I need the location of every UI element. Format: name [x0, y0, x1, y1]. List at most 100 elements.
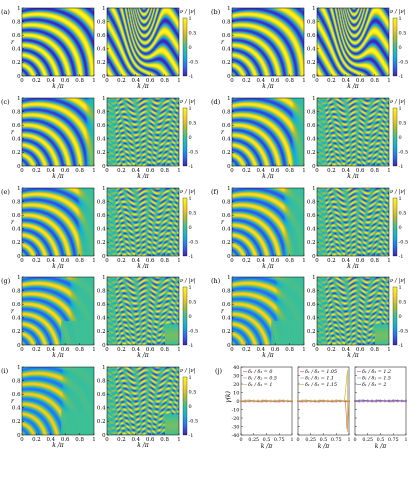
- panel-e-colorbar-tick: -1: [189, 254, 194, 260]
- panel-j-sub1-xlabel: k /π: [318, 443, 331, 450]
- panel-j-sub0-marker: [278, 399, 281, 402]
- panel-d-left-ytick-label: 0.8: [222, 109, 231, 115]
- panel-d-colorbar-tick: 0: [399, 135, 402, 141]
- panel-a-right-xtick-label: 0.8: [160, 78, 169, 84]
- panel-d-right-xtick-label: 0.6: [356, 168, 365, 174]
- panel-h-colorbar-tick: -0.5: [399, 328, 409, 334]
- panel-j-sub1-xtick-label: 0.75: [331, 437, 342, 443]
- panel-i-colorbar-tick: -1: [189, 433, 194, 439]
- panel-b-left-ytick-label: 0.4: [222, 47, 231, 53]
- panel-i-right-ytick-label: 1: [102, 365, 105, 371]
- panel-g-right-xtick-label: 0.6: [146, 347, 155, 353]
- panel-h-label: (h): [211, 277, 221, 285]
- panel-j-sub0-ytick-label: 20: [233, 382, 239, 388]
- panel-i-left-ylabel: r: [11, 398, 15, 405]
- panel-b-right-xtick-label: 0.4: [342, 78, 351, 84]
- panel-c-right-ytick-label: 1: [102, 96, 105, 102]
- panel-b-left-xtick-label: 0.2: [242, 78, 251, 84]
- panel-c-right-ytick-label: 0.8: [97, 109, 106, 115]
- panel-j-sub2-series-2: [354, 399, 407, 402]
- panel-j-sub2-marker: [400, 400, 403, 402]
- panel-g-right-ytick-label: 0.6: [97, 302, 106, 308]
- panel-c-left-xtick-label: 0: [20, 168, 24, 174]
- panel-b-right-xtick-label: 0: [315, 78, 319, 84]
- panel-g-left-heatmap: [22, 277, 94, 345]
- panel-d-left-xtick-label: 1: [302, 168, 305, 174]
- panel-b-right-ytick-label: 0: [312, 74, 316, 80]
- panel-a-left-ytick-label: 0.8: [12, 19, 21, 25]
- panel-d-right-ytick-label: 0: [312, 164, 316, 170]
- panel-g-left-xtick-label: 0.8: [75, 347, 84, 353]
- panel-g-right-xtick-label: 1: [177, 347, 180, 353]
- panel-h-left-ytick-label: 0.4: [222, 316, 231, 322]
- panel-a-right-xtick-label: 0.6: [146, 78, 155, 84]
- panel-j-sub0-marker: [261, 399, 264, 402]
- panel-f-right-xlabel: k /π: [347, 263, 360, 270]
- panel-f-left-xtick-label: 0.2: [242, 258, 251, 264]
- panel-f-right-ytick-label: 0.2: [307, 240, 316, 246]
- panel-b-left-ytick-label: 1: [227, 6, 230, 12]
- panel-a-left-ytick-label: 0.6: [12, 33, 21, 39]
- panel-b-left-frame: [231, 7, 305, 77]
- panel-h-right-heatmap: [317, 277, 389, 345]
- panel-j-sub0-ytick-label: -40: [231, 433, 239, 439]
- panel-j-sub0-xtick-label: 1: [290, 437, 293, 443]
- panel-d-left-ytick-label: 0: [227, 164, 231, 170]
- panel-b-right-xtick-label: 0.2: [327, 78, 336, 84]
- panel-a-colorbar-tick: 0: [189, 45, 192, 51]
- panel-c-colorbar-title: ν / |ν|: [180, 99, 196, 105]
- panel-j-sub1-series-1: [297, 400, 350, 402]
- panel-h-colorbar-title: ν / |ν|: [390, 278, 406, 284]
- panel-f-left-frame: [231, 187, 305, 257]
- panel-f-right-xtick-label: 0.2: [327, 258, 336, 264]
- panel-j-sub1-xtick-label: 1: [347, 437, 350, 443]
- panel-h-left-xtick-label: 0.4: [257, 347, 266, 353]
- panel-e-left-xtick-label: 0.2: [32, 258, 41, 264]
- panel-h-right-xtick-label: 0.2: [327, 347, 336, 353]
- panel-b-left-ytick-label: 0.8: [222, 19, 231, 25]
- panel-j-sub2-legend-entry: δ₁ / δ₂ = 1.2: [362, 369, 391, 375]
- panel-j-sub1-marker: [305, 399, 308, 402]
- panel-j-sub0-marker: [244, 399, 247, 402]
- panel-j-sub1-xtick-label: 0.25: [305, 437, 316, 443]
- panel-a-right-ytick-label: 0.4: [97, 47, 106, 53]
- panel-b-right-heatmap: [317, 8, 389, 76]
- panel-f-right-xtick-label: 1: [387, 258, 390, 264]
- panel-d-left-ylabel: r: [221, 129, 225, 136]
- panel-j-sub0-marker: [286, 399, 289, 402]
- panel-b-right-xtick-label: 0.8: [370, 78, 379, 84]
- panel-e-colorbar: [182, 197, 188, 257]
- panel-f-right-ytick-label: 1: [312, 186, 315, 192]
- panel-j-sub1-series-2: [297, 399, 350, 402]
- panel-f-left-xlabel: k /π: [262, 263, 275, 270]
- panel-a-right-ytick-label: 0: [102, 74, 106, 80]
- panel-e-right-xtick-label: 1: [177, 258, 180, 264]
- panel-e-left-xtick-label: 0: [20, 258, 24, 264]
- panel-j-sub1-xtick-label: 0.5: [320, 437, 328, 443]
- panel-j-sub2-xlabel: k /π: [375, 443, 388, 450]
- panel-j-sub1-marker: [335, 399, 338, 402]
- panel-f-left-ytick-label: 0.4: [222, 227, 231, 233]
- panel-f-colorbar-tick: 0: [399, 225, 402, 231]
- panel-h-right-ytick-label: 0.8: [307, 288, 316, 294]
- panel-e-right-ytick-label: 1: [102, 186, 105, 192]
- panel-f-left-xtick-label: 0: [230, 258, 234, 264]
- panel-i-left-xtick-label: 0: [20, 437, 24, 443]
- panel-e-left-ytick-label: 0.8: [12, 199, 21, 205]
- panel-i-colorbar-title: ν / |ν|: [180, 368, 196, 374]
- panel-e-right-xtick-label: 0: [105, 258, 109, 264]
- panel-g-right-xtick-label: 0.8: [160, 347, 169, 353]
- panel-j-sub2-marker: [371, 399, 373, 402]
- panel-a-label: (a): [1, 8, 10, 16]
- panel-c-left-xtick-label: 0.8: [75, 168, 84, 174]
- panel-h-left-xtick-label: 1: [302, 347, 305, 353]
- panel-f-left-xtick-label: 0.8: [285, 258, 294, 264]
- panel-i-left-ytick-label: 0.4: [12, 406, 21, 412]
- panel-j-sub1-marker: [309, 399, 312, 402]
- panel-b-colorbar-tick: 0: [399, 45, 402, 51]
- panel-c-left-heatmap: [22, 98, 94, 166]
- panel-j-sub2-xtick-label: 0.75: [388, 437, 399, 443]
- panel-j-sub1-legend-entry: δ₁ / δ₂ = 1.15: [305, 382, 337, 388]
- panel-j-sub0-xtick-label: 0.75: [274, 437, 285, 443]
- panel-h-right-xtick-label: 0.8: [370, 347, 379, 353]
